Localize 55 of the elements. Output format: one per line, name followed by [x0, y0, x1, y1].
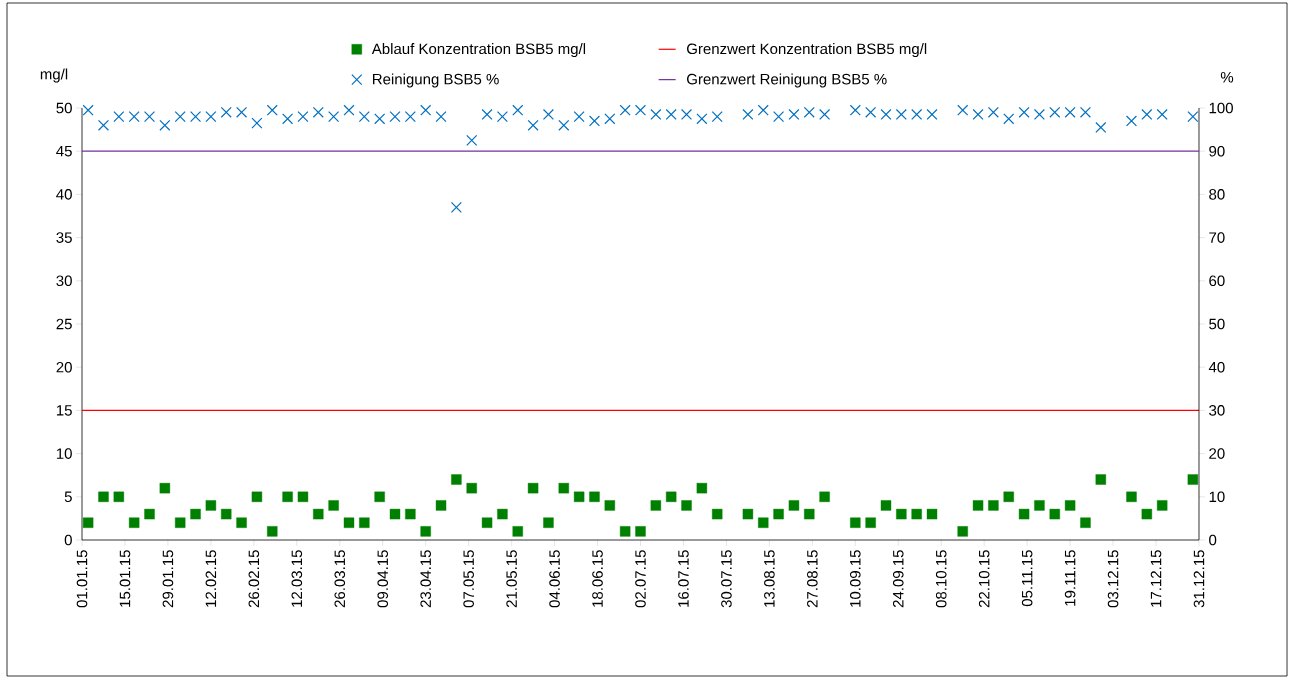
y2-tick-label: 40	[1208, 361, 1225, 373]
y-tick-label: 0	[64, 534, 72, 546]
y2-tick-label: 30	[1209, 405, 1225, 416]
x-tick-label: 26.02.15	[248, 550, 260, 608]
x-tick-label: 01.01.15	[76, 550, 88, 608]
x-tick-label: 15.01.15	[119, 550, 131, 607]
x-tick-label: 23.04.15	[420, 550, 431, 608]
y2-tick-label: 50	[1209, 318, 1225, 330]
y2-tick-label: 70	[1209, 232, 1225, 243]
x-tick-label: 21.05.15	[506, 550, 517, 608]
x-tick-label: 03.12.15	[1107, 550, 1119, 608]
x-tick-label: 24.09.15	[892, 550, 904, 608]
y2-tick-label: 100	[1209, 102, 1233, 114]
x-tick-label: 22.10.15	[978, 550, 990, 608]
x-tick-label: 09.04.15	[377, 550, 389, 608]
x-tick-label: 18.06.15	[592, 550, 603, 607]
x-tick-label: 30.07.15	[721, 550, 732, 608]
legend-label: Grenzwert Reinigung BSB5 %	[687, 73, 887, 88]
y-tick-label: 50	[56, 102, 72, 114]
x-tick-label: 04.06.15	[549, 550, 560, 608]
y2-tick-label: 20	[1209, 448, 1225, 459]
x-tick-label: 05.11.15	[1021, 550, 1033, 607]
y2-axis-title: %	[1220, 71, 1234, 83]
y2-tick-label: 0	[1209, 534, 1217, 546]
legend-label: Reinigung BSB5 %	[373, 73, 499, 88]
x-tick-label: 31.12.15	[1193, 550, 1205, 608]
y-tick-label: 40	[56, 189, 72, 200]
x-tick-label: 27.08.15	[807, 550, 818, 608]
y-tick-label: 10	[56, 448, 72, 459]
x-tick-label: 17.12.15	[1150, 550, 1162, 607]
x-tick-label: 29.01.15	[162, 550, 174, 608]
y-axis-title: mg/l	[40, 68, 68, 83]
x-tick-label: 02.07.15	[635, 550, 646, 608]
y-tick-label: 30	[56, 275, 72, 287]
y-tick-label: 20	[56, 361, 72, 373]
y-tick-label: 35	[56, 232, 72, 243]
x-tick-label: 12.02.15	[205, 550, 217, 607]
x-tick-label: 12.03.15	[291, 550, 303, 607]
legend-label: Grenzwert Konzentration BSB5 mg/l	[687, 43, 927, 58]
y2-tick-label: 60	[1209, 275, 1225, 287]
legend-label: Ablauf Konzentration BSB5 mg/l	[371, 43, 586, 58]
y-tick-label: 25	[56, 318, 72, 330]
x-tick-label: 26.03.15	[334, 550, 346, 608]
x-tick-label: 08.10.15	[935, 550, 947, 608]
y-tick-label: 45	[56, 145, 72, 157]
y-tick-label: 15	[56, 405, 72, 416]
y-tick-label: 5	[64, 491, 72, 503]
x-tick-label: 13.08.15	[764, 550, 775, 607]
y2-tick-label: 80	[1209, 189, 1225, 200]
x-tick-label: 10.09.15	[850, 550, 861, 607]
y2-tick-label: 90	[1209, 145, 1225, 157]
x-tick-label: 16.07.15	[678, 550, 689, 607]
x-tick-label: 19.11.15	[1064, 550, 1076, 606]
x-tick-label: 07.05.15	[463, 550, 474, 608]
y2-tick-label: 10	[1209, 491, 1225, 503]
